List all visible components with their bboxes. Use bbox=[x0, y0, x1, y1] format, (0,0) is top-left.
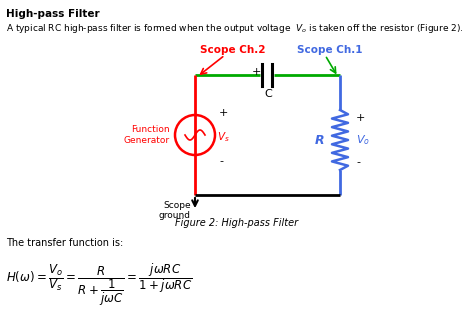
Text: $V_o$: $V_o$ bbox=[356, 133, 370, 147]
Text: +: + bbox=[219, 108, 228, 118]
Text: Figure 2: High-pass Filter: Figure 2: High-pass Filter bbox=[175, 218, 299, 228]
Text: High-pass Filter: High-pass Filter bbox=[6, 9, 100, 19]
Text: +: + bbox=[356, 113, 365, 123]
Text: The transfer function is:: The transfer function is: bbox=[6, 238, 123, 248]
Text: $V_s$: $V_s$ bbox=[217, 130, 230, 144]
Text: Scope Ch.1: Scope Ch.1 bbox=[297, 45, 363, 55]
Text: Scope
ground: Scope ground bbox=[159, 201, 191, 220]
Text: C: C bbox=[264, 89, 272, 99]
Text: Function
Generator: Function Generator bbox=[124, 125, 170, 145]
Text: R: R bbox=[315, 133, 325, 147]
Text: $H(\omega) = \dfrac{V_o}{V_s} = \dfrac{R}{R+\dfrac{1}{j\omega C}} = \dfrac{j\ome: $H(\omega) = \dfrac{V_o}{V_s} = \dfrac{R… bbox=[6, 262, 192, 308]
Text: -: - bbox=[356, 157, 360, 167]
Text: Scope Ch.2: Scope Ch.2 bbox=[200, 45, 266, 55]
Text: +: + bbox=[251, 67, 261, 77]
Text: -: - bbox=[219, 156, 223, 166]
Text: A typical RC high-pass filter is formed when the output voltage  $V_o$ is taken : A typical RC high-pass filter is formed … bbox=[6, 22, 464, 35]
